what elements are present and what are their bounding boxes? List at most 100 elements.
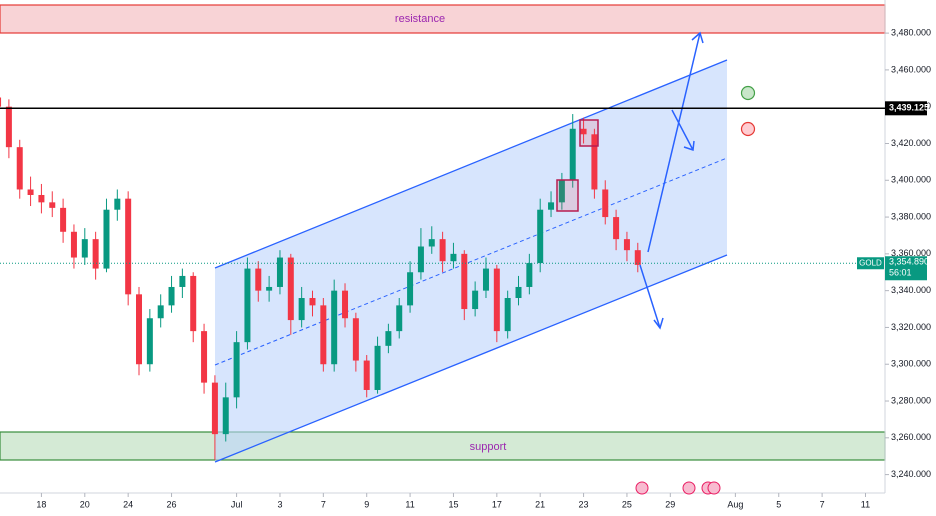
candle-body bbox=[515, 286, 522, 299]
candle-body bbox=[374, 345, 381, 390]
symbol-label: GOLD bbox=[859, 258, 882, 267]
x-tick-label: 9 bbox=[364, 499, 369, 509]
candle-body bbox=[5, 106, 12, 148]
event-icons bbox=[635, 481, 721, 495]
candle-body bbox=[558, 180, 565, 203]
symbol-tag bbox=[857, 257, 884, 270]
candle-body bbox=[0, 97, 2, 107]
y-tick-label: 3,360.000 bbox=[891, 248, 931, 258]
candle-body bbox=[27, 189, 34, 195]
x-tick-label: 3 bbox=[277, 499, 282, 509]
arrow-down bbox=[639, 264, 664, 330]
candle-body bbox=[276, 257, 283, 287]
candle-body bbox=[190, 275, 197, 332]
candle-body bbox=[179, 275, 186, 287]
candle-body bbox=[504, 298, 511, 332]
channel-mid bbox=[214, 157, 728, 366]
candle-body bbox=[298, 298, 305, 321]
x-tick-label: 5 bbox=[776, 499, 781, 509]
candle-body bbox=[60, 207, 67, 232]
candle-body bbox=[472, 290, 479, 310]
event-icon[interactable] bbox=[707, 481, 721, 495]
candle-body bbox=[450, 253, 457, 262]
x-tick-label: 11 bbox=[405, 499, 414, 509]
candle-body bbox=[407, 272, 414, 306]
candle-body bbox=[396, 305, 403, 332]
candle-body bbox=[385, 331, 392, 346]
y-tick-label: 3,240.000 bbox=[891, 469, 931, 479]
candle-body bbox=[103, 209, 110, 269]
x-tick-label: 11 bbox=[861, 499, 870, 509]
candle-body bbox=[16, 147, 23, 190]
x-tick-label: Aug bbox=[727, 499, 743, 509]
level-label: 3,439.125 bbox=[889, 103, 929, 113]
x-tick-label: 15 bbox=[448, 499, 458, 509]
stop-icon[interactable] bbox=[740, 121, 756, 137]
y-tick-label: 3,380.000 bbox=[891, 211, 931, 221]
candle-body bbox=[168, 286, 175, 306]
y-tick-label: 3,320.000 bbox=[891, 322, 931, 332]
resistance-zone bbox=[0, 4, 886, 34]
countdown: 56:01 bbox=[889, 268, 912, 278]
candle-body bbox=[461, 253, 468, 310]
highlight-box bbox=[579, 119, 599, 147]
x-tick-label: 26 bbox=[167, 499, 177, 509]
candle-body bbox=[255, 268, 262, 291]
candle-body bbox=[428, 239, 435, 247]
candle-body bbox=[352, 318, 359, 361]
candle-body bbox=[266, 286, 273, 291]
candle-body bbox=[70, 231, 77, 258]
arrows bbox=[639, 31, 704, 330]
candle-body bbox=[81, 239, 88, 258]
x-tick-label: 7 bbox=[820, 499, 825, 509]
candle-body bbox=[92, 239, 99, 269]
candle-body bbox=[634, 250, 641, 265]
x-tick-label: Jul bbox=[231, 499, 243, 509]
candle-body bbox=[233, 342, 240, 398]
candle-body bbox=[125, 198, 132, 295]
candle-body bbox=[38, 194, 45, 203]
x-tick-label: 21 bbox=[535, 499, 545, 509]
y-tick-label: 3,300.000 bbox=[891, 359, 931, 369]
arrow-down bbox=[671, 109, 695, 152]
candle-body bbox=[211, 382, 218, 435]
candle-body bbox=[602, 189, 609, 218]
zone-label: resistance bbox=[395, 13, 445, 25]
candle-body bbox=[591, 134, 598, 190]
price-tag bbox=[885, 256, 927, 281]
candle-body bbox=[613, 217, 620, 240]
candle-body bbox=[201, 331, 208, 383]
highlight-box bbox=[556, 179, 579, 212]
candle-body bbox=[157, 305, 164, 319]
x-tick-label: 20 bbox=[80, 499, 90, 509]
candle-body bbox=[417, 246, 424, 273]
level-tag bbox=[885, 101, 927, 116]
x-tick-label: 25 bbox=[622, 499, 632, 509]
event-icon[interactable] bbox=[635, 481, 649, 495]
y-tick-label: 3,260.000 bbox=[891, 432, 931, 442]
channel-lower bbox=[214, 254, 728, 463]
candle-body bbox=[146, 318, 153, 365]
y-tick-label: 3,480.000 bbox=[891, 27, 931, 37]
y-tick-label: 3,400.000 bbox=[891, 175, 931, 185]
candle-body bbox=[526, 263, 533, 287]
candle-body bbox=[136, 294, 143, 365]
candle-body bbox=[331, 290, 338, 365]
arrow-up bbox=[647, 31, 704, 253]
y-tick-label: 3,420.000 bbox=[891, 138, 931, 148]
target-icon[interactable] bbox=[740, 85, 756, 101]
x-tick-label: 17 bbox=[492, 499, 502, 509]
candle-body bbox=[114, 198, 121, 210]
x-tick-label: 29 bbox=[665, 499, 675, 509]
candle-body bbox=[287, 257, 294, 321]
event-icon[interactable] bbox=[682, 481, 696, 495]
candle-body bbox=[244, 268, 251, 343]
candle-body bbox=[580, 128, 587, 135]
candle-body bbox=[342, 290, 349, 319]
support-zone bbox=[0, 431, 886, 461]
candle-body bbox=[222, 397, 229, 435]
candle-body bbox=[482, 268, 489, 291]
channel-upper bbox=[214, 59, 728, 269]
candle-body bbox=[309, 298, 316, 306]
